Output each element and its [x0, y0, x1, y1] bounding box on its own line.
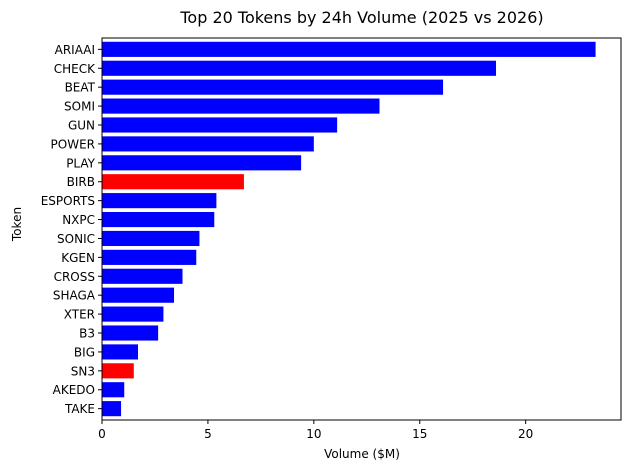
y-tick-label: PLAY [66, 156, 95, 170]
x-tick-label: 15 [412, 427, 427, 441]
plot-frame [101, 37, 622, 421]
bars-group [102, 41, 596, 417]
bar-check [102, 60, 497, 76]
bar-sonic [102, 230, 200, 247]
y-tick-label: CROSS [54, 270, 95, 284]
bar-beat [102, 79, 444, 95]
y-tick-label: AKEDO [53, 383, 95, 397]
bar-somi [102, 98, 380, 114]
bar-ariaai [102, 41, 596, 57]
chart-title: Top 20 Tokens by 24h Volume (2025 vs 202… [179, 8, 543, 27]
y-tick-label: ESPORTS [41, 194, 95, 208]
bar-birb [102, 174, 244, 190]
bar-shaga [102, 287, 175, 303]
x-tick-label: 10 [306, 427, 321, 441]
y-tick-label: ARIAAI [55, 43, 95, 57]
x-axis-label: Volume ($M) [324, 447, 400, 461]
bar-big [102, 344, 139, 360]
bar-nxpc [102, 211, 215, 228]
y-tick-label: BEAT [65, 81, 96, 95]
bar-cross [102, 268, 183, 284]
x-tick-label: 20 [518, 427, 533, 441]
y-tick-label: TAKE [64, 402, 95, 416]
y-tick-label: NXPC [62, 213, 95, 227]
y-tick-label: KGEN [61, 251, 95, 265]
bar-kgen [102, 249, 197, 265]
bar-gun [102, 117, 338, 133]
y-tick-label: XTER [64, 308, 95, 322]
y-ticks-group: ARIAAI CHECK BEAT SOMI GUN POWER PLAY BIRB ESPOR… [41, 43, 102, 416]
x-tick-label: 0 [98, 427, 106, 441]
bar-xter [102, 306, 164, 322]
y-axis-label: Token [10, 207, 24, 242]
y-tick-label: BIG [74, 345, 95, 359]
y-tick-label: B3 [79, 327, 95, 341]
y-tick-label: SHAGA [53, 289, 96, 303]
y-tick-label: SONIC [57, 232, 95, 246]
bar-b3 [102, 325, 159, 341]
x-ticks-group: 0 5 10 15 20 [98, 420, 533, 441]
bar-esports [102, 193, 217, 209]
y-tick-label: POWER [51, 137, 95, 151]
y-tick-label: SN3 [71, 364, 95, 378]
y-tick-label: SOMI [64, 100, 95, 114]
bar-play [102, 155, 302, 171]
y-tick-label: CHECK [54, 62, 96, 76]
x-tick-label: 5 [204, 427, 212, 441]
bar-take [102, 401, 122, 417]
bar-sn3 [102, 363, 134, 379]
y-tick-label: GUN [68, 118, 95, 132]
bar-akedo [102, 382, 125, 398]
bar-power [102, 136, 314, 152]
y-tick-label: BIRB [67, 175, 95, 189]
